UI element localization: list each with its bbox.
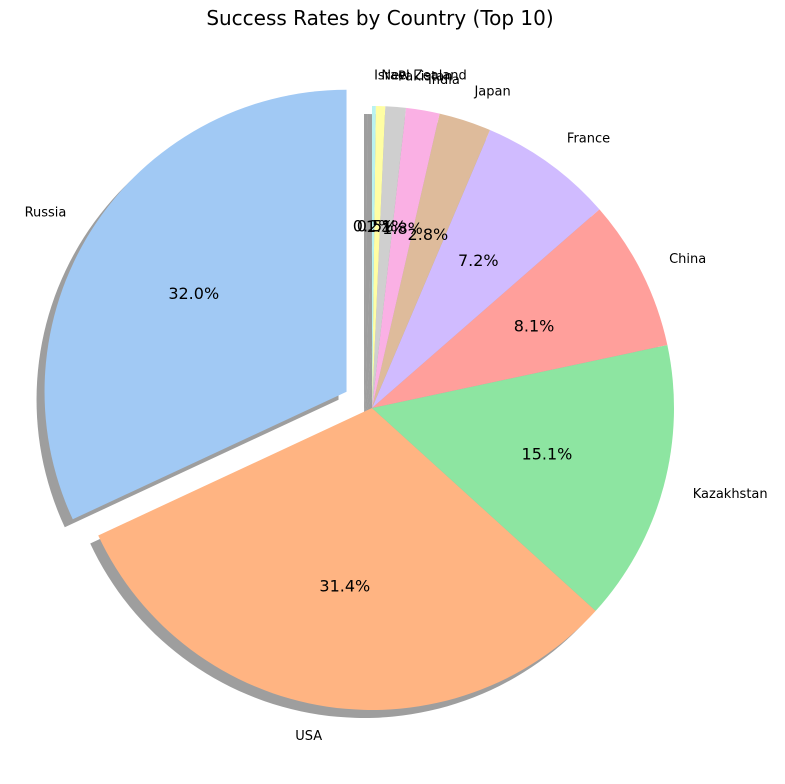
slice-new-zealand [372, 106, 386, 409]
category-label-new-zealand: New Zealand [381, 68, 466, 83]
slice-russia [44, 89, 347, 520]
category-label-israel: Israel [374, 68, 410, 83]
slice-pakistan [372, 106, 407, 408]
category-label-russia: Russia [25, 206, 67, 221]
category-label-pakistan: Pakistan [398, 69, 452, 84]
percentage-label-russia: 32.0% [168, 284, 219, 303]
category-label-usa: USA [295, 729, 322, 744]
slice-israel [372, 106, 376, 408]
category-label-china: China [669, 252, 706, 267]
slice-shadow-israel [364, 114, 368, 416]
percentage-label-kazakhstan: 15.1% [522, 445, 573, 464]
percentage-labels: 32.0% 31.4% 15.1% 8.1% 7.2% 2.8%1.8%1.1%0.5%0… [168, 216, 572, 595]
percentage-label-pakistan: 1.1% [366, 217, 407, 236]
slice-kazakhstan [372, 345, 675, 611]
category-label-japan: Japan [473, 84, 510, 99]
category-labels: Russia USA Kazakhstan China France Japan India… [25, 68, 768, 744]
category-label-india: India [428, 73, 460, 88]
percentage-label-france: 7.2% [458, 251, 499, 270]
slice-usa [98, 408, 596, 711]
percentage-label-usa: 31.4% [319, 577, 370, 596]
percentage-label-china: 8.1% [514, 316, 555, 335]
percentage-label-india: 1.8% [382, 219, 423, 238]
slice-japan [372, 113, 490, 408]
slice-india [372, 107, 440, 409]
percentage-label-japan: 2.8% [408, 225, 449, 244]
category-label-france: France [567, 131, 610, 146]
category-label-kazakhstan: Kazakhstan [693, 487, 768, 502]
slice-france [372, 129, 600, 408]
percentage-label-israel: 0.2% [353, 216, 394, 235]
chart-title: Success Rates by Country (Top 10) [206, 6, 554, 30]
pie-slices [44, 89, 675, 711]
percentage-label-new-zealand: 0.5% [357, 216, 398, 235]
slice-china [372, 209, 668, 408]
